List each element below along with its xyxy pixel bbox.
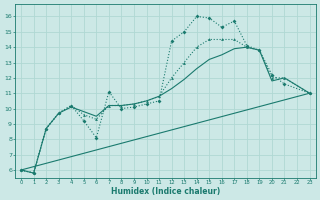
X-axis label: Humidex (Indice chaleur): Humidex (Indice chaleur) [111,187,220,196]
